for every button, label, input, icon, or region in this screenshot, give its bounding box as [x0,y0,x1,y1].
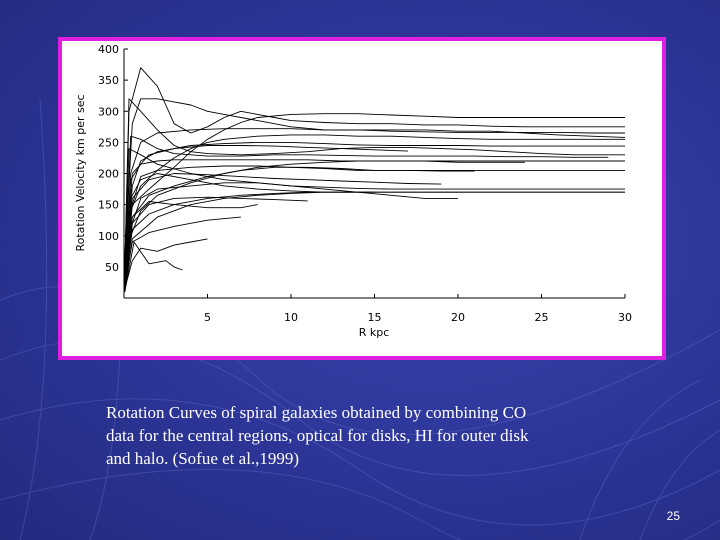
rotation-curve-17 [124,135,609,280]
rotation-curve-16 [124,166,475,286]
y-tick-label: 50 [105,261,119,274]
rotation-curve-3 [124,216,241,286]
x-tick-label: 25 [535,311,549,324]
slide-caption: Rotation Curves of spiral galaxies obtai… [106,403,529,468]
rotation-curve-4 [124,201,258,280]
rotation-curve-24 [124,98,625,267]
x-tick-label: 15 [368,311,382,324]
rotation-curve-7 [124,141,625,289]
x-axis-title: R kpc [359,326,390,339]
x-tick-labels: 5 10 15 20 25 30 [204,294,632,324]
rotation-curve-12 [124,160,525,292]
y-tick-label: 150 [98,199,119,212]
y-tick-label: 400 [98,43,119,56]
rotation-curve-8 [124,128,625,274]
y-axis-title: Rotation Velocity km per sec [74,94,87,251]
y-tick-labels: 50 100 150 200 250 300 350 400 [98,43,128,274]
rotation-curve-10 [124,67,625,267]
rotation-curve-9 [124,98,626,261]
rotation-curve-19 [124,145,408,277]
rotation-curve-22 [124,173,442,286]
rotation-curve-13 [124,173,625,283]
rotation-curve-18 [124,191,625,292]
y-tick-label: 300 [98,105,119,118]
rotation-curve-11 [124,134,625,286]
y-tick-label: 100 [98,230,119,243]
rotation-curve-15 [124,191,375,289]
rotation-curve-1 [124,241,183,292]
rotation-curve-14 [124,148,625,274]
series-group [124,67,626,292]
y-tick-label: 250 [98,136,119,149]
x-tick-label: 30 [618,311,632,324]
rotation-curve-20 [124,113,625,280]
x-tick-label: 20 [451,311,465,324]
y-tick-label: 200 [98,168,119,181]
rotation-curve-2 [124,238,208,289]
y-tick-label: 350 [98,74,119,87]
chart-frame: 5 10 15 20 25 30 50 100 150 200 250 300 350 400 R kp… [58,37,666,360]
rotation-curve-21 [124,196,308,289]
x-tick-label: 5 [204,311,211,324]
rotation-curve-23 [124,159,625,283]
rotation-curve-6 [124,165,625,286]
x-tick-label: 10 [284,311,298,324]
rotation-curve-chart: 5 10 15 20 25 30 50 100 150 200 250 300 350 400 R kp… [74,43,632,339]
slide-number: 25 [666,509,680,523]
